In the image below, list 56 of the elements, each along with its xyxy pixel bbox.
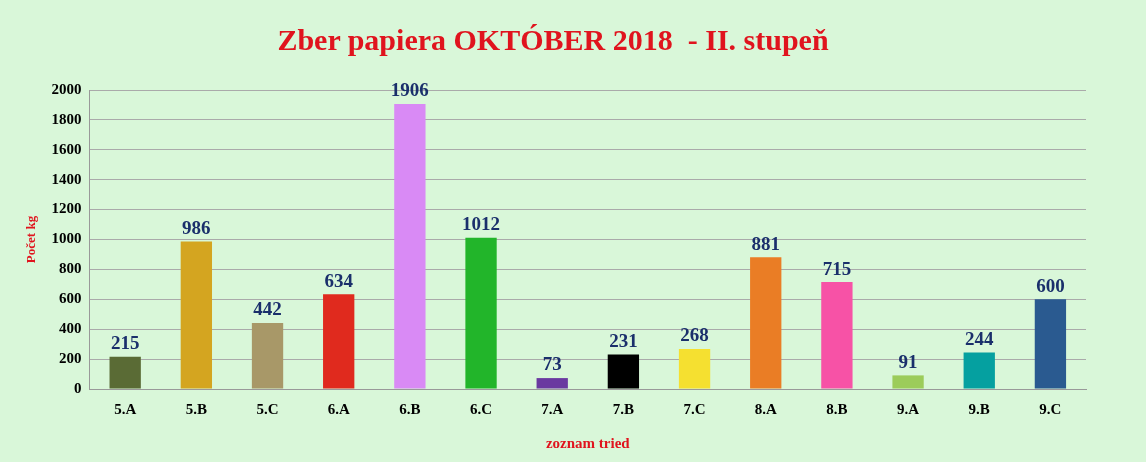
bar	[1034, 299, 1067, 389]
chart-title: Zber papiera OKTÓBER 2018 - II. stupeň	[277, 22, 829, 56]
data-label: 73	[542, 353, 562, 375]
bar	[821, 282, 853, 389]
data-label: 881	[751, 232, 780, 254]
bar	[465, 237, 497, 389]
bar	[536, 378, 568, 389]
data-label: 442	[253, 298, 282, 320]
x-tick-label: 7.B	[612, 400, 635, 417]
y-tick-label: 2000	[51, 80, 82, 97]
data-label: 215	[110, 332, 140, 354]
bar	[607, 354, 640, 389]
x-axis-title: zoznam tried	[545, 434, 631, 451]
bar	[678, 348, 711, 389]
y-tick-label: 200	[59, 349, 82, 366]
x-tick-label: 9.B	[968, 400, 990, 417]
data-label: 244	[964, 327, 994, 349]
x-tick-label: 8.A	[754, 400, 777, 417]
y-tick-label: 0	[74, 379, 82, 396]
x-tick-label: 6.C	[470, 400, 493, 417]
y-tick-label: 1200	[51, 200, 82, 217]
y-tick-label: 800	[59, 260, 82, 277]
x-tick-label: 5.B	[185, 400, 207, 417]
x-tick-label: 9.A	[897, 400, 920, 417]
bar	[251, 322, 284, 389]
x-tick-label: 8.B	[826, 400, 848, 417]
bar	[323, 294, 355, 389]
y-tick-label: 1400	[51, 170, 82, 187]
data-label: 268	[680, 324, 709, 346]
y-tick-label: 400	[59, 320, 82, 337]
bar	[180, 241, 213, 389]
y-tick-label: 1800	[51, 110, 82, 127]
y-tick-label: 1600	[51, 140, 82, 157]
bar	[394, 104, 426, 389]
x-tick-label: 7.A	[541, 400, 564, 417]
data-label: 91	[898, 350, 918, 372]
x-tick-label: 5.A	[114, 400, 137, 417]
bar	[750, 257, 782, 389]
x-tick-label: 9.C	[1039, 400, 1062, 417]
data-label: 231	[609, 329, 638, 351]
data-label: 986	[182, 217, 211, 238]
x-tick-label: 6.A	[327, 400, 350, 417]
data-label: 1012	[462, 213, 501, 235]
x-tick-label: 6.B	[399, 400, 421, 417]
data-label: 634	[324, 269, 354, 291]
y-tick-label: 600	[59, 290, 82, 307]
data-label: 1906	[390, 79, 429, 101]
x-tick-label: 5.C	[256, 400, 279, 417]
bar	[892, 375, 924, 389]
y-axis-title: Počet kg	[23, 215, 39, 264]
x-tick-label: 7.C	[683, 400, 706, 417]
bar	[963, 352, 995, 389]
bar	[109, 356, 141, 389]
y-tick-label: 1000	[51, 230, 82, 247]
data-label: 715	[822, 257, 852, 279]
data-label: 600	[1036, 274, 1065, 296]
